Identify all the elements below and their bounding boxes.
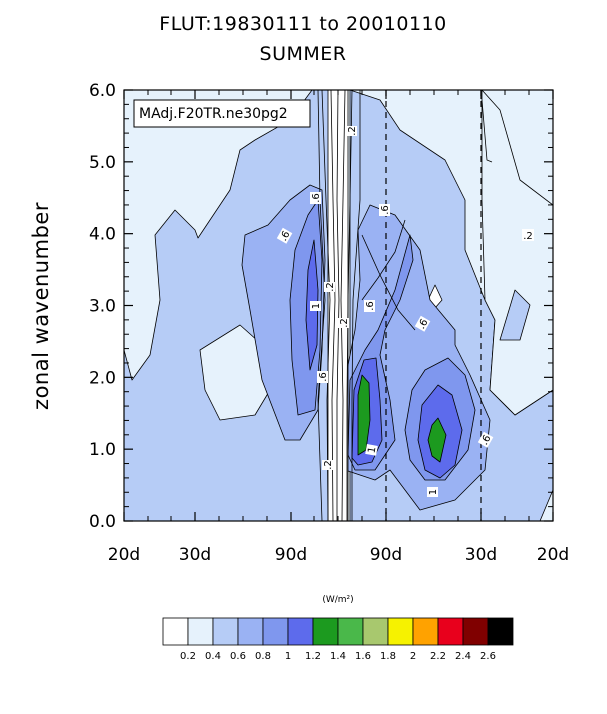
y-tick-label: 1.0: [89, 440, 116, 460]
contour-label: .6: [416, 317, 430, 331]
case-label-box: [133, 99, 311, 128]
y-tick-label: 3.0: [89, 297, 116, 317]
colorbar-tick-label: 0.6: [230, 651, 246, 662]
colorbar-swatch: [187, 617, 214, 646]
x-tick-label: 90d: [370, 545, 402, 565]
colorbar-tick-label: 1.6: [355, 651, 371, 662]
colorbar-tick-label: 1: [285, 651, 291, 662]
colorbar-swatch: [462, 617, 489, 646]
x-tick-label: 20d: [108, 545, 140, 565]
colorbar-swatch: [412, 617, 439, 646]
contour-fill-center-low: [327, 90, 349, 521]
x-tick-label: 20d: [537, 545, 569, 565]
y-tick-label: 4.0: [89, 225, 116, 245]
contour-label: .6: [278, 229, 292, 243]
y-tick-label: 5.0: [89, 153, 116, 173]
colorbar-swatch: [162, 617, 189, 646]
colorbar-tick-label: 2.2: [430, 651, 446, 662]
colorbar-swatch: [262, 617, 289, 646]
y-tick-label: 6.0: [89, 81, 116, 101]
colorbar-tick-label: 2.6: [480, 651, 496, 662]
colorbar-swatch: [437, 617, 464, 646]
contour-fill-right-12: [427, 417, 447, 463]
contour-label: .2: [325, 282, 336, 292]
colorbar-swatch: [337, 617, 364, 646]
colorbar-swatch: [362, 617, 389, 646]
colorbar-swatch: [212, 617, 239, 646]
contour-label: .6: [318, 372, 329, 382]
colorbar-tick-label: 0.4: [205, 651, 221, 662]
x-tick-label: 30d: [179, 545, 211, 565]
colorbar-tick-label: 2.4: [455, 651, 471, 662]
x-axis: 20d 30d 90d 90d 30d 20d: [108, 90, 569, 565]
x-tick-label: 30d: [465, 545, 497, 565]
contour-label: 1: [311, 303, 322, 309]
contour-lines-center: [317, 90, 493, 521]
y-tick-label: 0.0: [89, 512, 116, 532]
contour-label: .2: [347, 126, 358, 136]
x-tick-label: 90d: [275, 545, 307, 565]
contour-fill-right-light: [481, 90, 553, 416]
y-axis: 0.0 1.0 2.0 3.0 4.0 5.0 6.0: [89, 81, 553, 532]
contour-labels: .2 .2 .2 .2 .2 .6 .6 .6 .6 .6 .6 .6 1 1 …: [276, 126, 534, 497]
units-label: (W/m²): [322, 595, 353, 605]
contour-label: .2: [523, 231, 533, 242]
contour-label: 1: [367, 446, 379, 454]
contour-label: .6: [479, 433, 493, 447]
contour-label: 1: [428, 489, 439, 495]
contour-fill-left-light: [199, 324, 271, 421]
colorbar-swatch: [487, 617, 514, 646]
colorbar-tick-label: 0.2: [180, 651, 196, 662]
colorbar-swatch: [387, 617, 414, 646]
colorbar-tick-label: 1.2: [305, 651, 321, 662]
colorbar: 0.2 0.4 0.6 0.8 1 1.2 1.4 1.6 1.8 2 2.2 2.4 2.6: [162, 617, 514, 662]
contour-label: .6: [311, 193, 322, 203]
colorbar-tick-label: 1.4: [330, 651, 346, 662]
y-tick-label: 2.0: [89, 368, 116, 388]
contour-label: .6: [380, 205, 391, 215]
contour-label: .2: [339, 318, 350, 328]
colorbar-swatch: [237, 617, 264, 646]
chart-title: FLUT:19830111 to 20010110: [159, 13, 446, 35]
contour-field: [124, 90, 553, 521]
colorbar-swatch: [287, 617, 314, 646]
contour-label: .6: [365, 301, 376, 311]
colorbar-tick-label: 0.8: [255, 651, 271, 662]
contour-fill-right-bump: [499, 289, 531, 341]
case-label: MAdj.F20TR.ne30pg2: [139, 106, 288, 122]
y-axis-label: zonal wavenumber: [29, 202, 53, 410]
colorbar-tick-label: 1.8: [380, 651, 396, 662]
colorbar-swatch: [312, 617, 339, 646]
colorbar-tick-label: 2: [410, 651, 416, 662]
chart-subtitle: SUMMER: [260, 43, 347, 65]
contour-label: .2: [323, 460, 334, 470]
